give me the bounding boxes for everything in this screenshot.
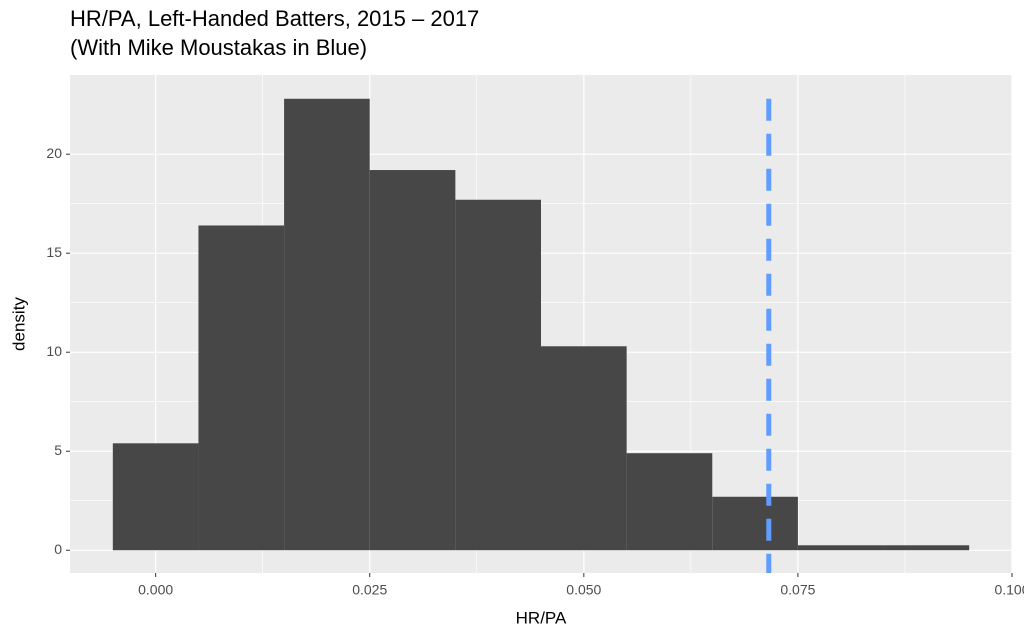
x-tick-label: 0.025 — [352, 582, 387, 598]
bar — [883, 545, 970, 551]
bar — [541, 346, 627, 551]
bar — [369, 170, 456, 551]
y-tick-label: 10 — [46, 343, 62, 359]
y-axis-title: density — [9, 297, 28, 351]
x-tick-label: 0.100 — [994, 582, 1024, 598]
bar — [455, 199, 541, 551]
x-tick-label: 0.050 — [566, 582, 601, 598]
bar — [626, 453, 713, 551]
bar — [284, 98, 370, 551]
x-tick-label: 0.075 — [780, 582, 815, 598]
bar — [112, 443, 199, 551]
x-axis-title: HR/PA — [516, 608, 567, 627]
y-tick-label: 15 — [46, 244, 62, 260]
y-tick-label: 5 — [54, 442, 62, 458]
bar — [198, 225, 285, 551]
bar — [712, 496, 798, 551]
y-tick-label: 20 — [46, 145, 62, 161]
chart-title: HR/PA, Left-Handed Batters, 2015 – 2017 — [70, 6, 479, 31]
bar — [797, 545, 884, 551]
chart-subtitle: (With Mike Moustakas in Blue) — [70, 35, 367, 60]
x-tick-label: 0.000 — [138, 582, 173, 598]
y-tick-label: 0 — [54, 541, 62, 557]
